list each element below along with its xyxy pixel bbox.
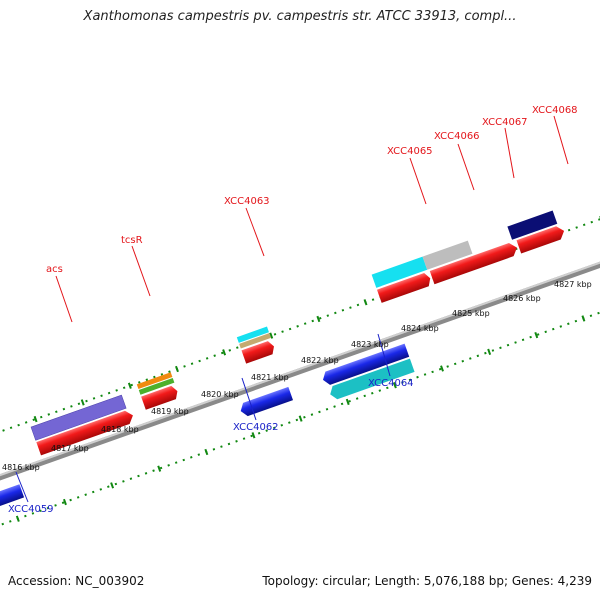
reverse-scale-ticks — [0, 262, 600, 549]
gene-xcc4067-cds[interactable] — [429, 241, 520, 285]
gene-tcsR-cds[interactable] — [141, 385, 180, 410]
label-xcc4062[interactable]: XCC4062 — [233, 422, 279, 433]
gene-xcc4064-feature[interactable] — [328, 358, 415, 401]
tick-label-4817: 4817 kbp — [51, 444, 89, 453]
label-xcc4063[interactable]: XCC4063 — [224, 196, 270, 207]
genome-summary-text: Topology: circular; Length: 5,076,188 bp… — [262, 574, 592, 588]
label-xcc4068[interactable]: XCC4068 — [532, 105, 578, 116]
accession-text: Accession: NC_003902 — [8, 574, 145, 588]
label-acs[interactable]: acs — [46, 264, 63, 275]
reverse-scale-line — [0, 264, 600, 547]
label-xcc4066[interactable]: XCC4066 — [434, 131, 480, 142]
tick-label-4816: 4816 kbp — [2, 463, 40, 472]
gene-acs-cds[interactable] — [36, 409, 135, 456]
tick-label-4825: 4825 kbp — [452, 309, 490, 318]
tick-label-4824: 4824 kbp — [401, 324, 439, 333]
tick-label-4821: 4821 kbp — [251, 373, 289, 382]
tick-label-4818: 4818 kbp — [101, 425, 139, 434]
tick-label-4827: 4827 kbp — [554, 280, 592, 289]
gene-xcc4062-cds[interactable] — [238, 386, 294, 418]
label-tcsR[interactable]: tcsR — [121, 235, 143, 246]
label-xcc4059[interactable]: XCC4059 — [8, 504, 54, 515]
gene-tcsR-feature-orange[interactable] — [136, 372, 173, 390]
gene-xcc4065-cds[interactable] — [376, 272, 433, 303]
tick-label-4823: 4823 kbp — [351, 340, 389, 349]
tick-label-4822: 4822 kbp — [301, 356, 339, 365]
genome-backbone — [0, 220, 600, 507]
label-xcc4064[interactable]: XCC4064 — [368, 378, 414, 389]
tick-label-4819: 4819 kbp — [151, 407, 189, 416]
tick-label-4826: 4826 kbp — [503, 294, 541, 303]
gene-xcc4066-feature[interactable] — [422, 240, 473, 270]
gene-xcc4063-cds[interactable] — [241, 340, 276, 364]
tick-label-4820: 4820 kbp — [201, 390, 239, 399]
gene-xcc4063-feature-cyan[interactable] — [236, 326, 269, 343]
gene-xcc4068-feature[interactable] — [507, 210, 558, 240]
gene-tcsR-feature-green[interactable] — [138, 377, 175, 395]
label-xcc4065[interactable]: XCC4065 — [387, 146, 433, 157]
gene-acs-feature[interactable] — [30, 394, 127, 441]
map-title: Xanthomonas campestris pv. campestris st… — [83, 9, 517, 24]
gene-xcc4064-cds[interactable] — [321, 343, 410, 387]
label-xcc4067[interactable]: XCC4067 — [482, 117, 528, 128]
gene-xcc4065-feature[interactable] — [371, 256, 428, 288]
gene-xcc4059-cds[interactable] — [0, 484, 25, 509]
gene-xcc4063-feature-tan[interactable] — [239, 333, 271, 349]
gene-xcc4068-cds[interactable] — [516, 224, 566, 254]
